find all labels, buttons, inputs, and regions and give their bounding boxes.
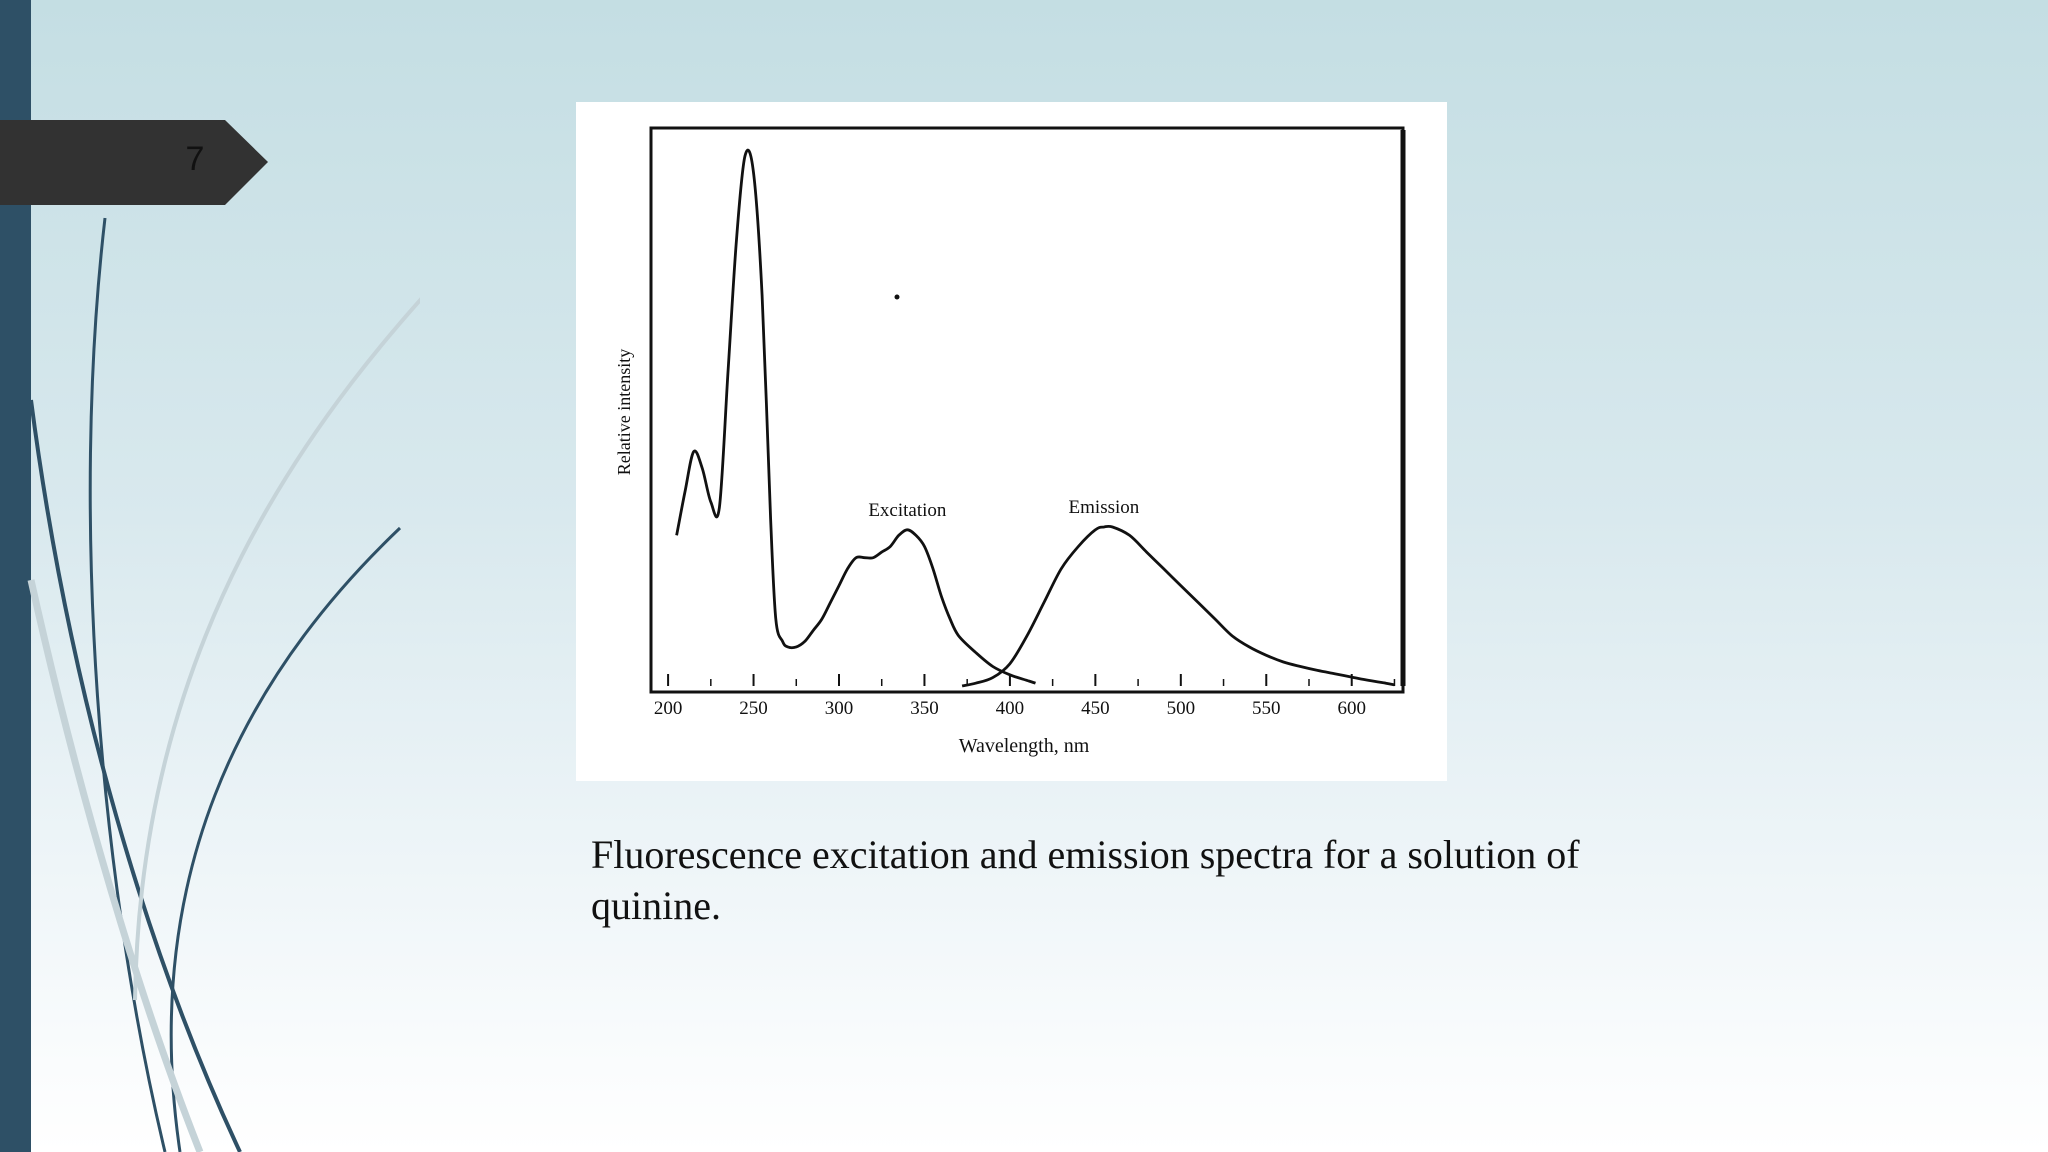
swoosh-light-2 — [27, 579, 204, 1152]
series-line-emission — [961, 524, 1395, 688]
series-line-excitation — [675, 148, 1036, 685]
y-axis-label: Relative intensity — [614, 349, 634, 475]
slide-number-tab: 7 — [0, 120, 270, 205]
series-label-emission: Emission — [1069, 497, 1140, 518]
x-tick-label-400: 400 — [996, 698, 1025, 719]
x-tick-label-250: 250 — [739, 698, 768, 719]
x-tick-label-300: 300 — [825, 698, 854, 719]
series-label-excitation: Excitation — [868, 500, 947, 521]
x-tick-label-550: 550 — [1252, 698, 1281, 719]
slide-number-tab-shape — [0, 120, 268, 205]
swoosh-light-1 — [133, 297, 420, 1001]
x-tick-label-200: 200 — [654, 698, 683, 719]
x-axis-label: Wavelength, nm — [959, 735, 1090, 757]
spectra-chart: 200 250 300 350 400 450 500 550 600 Excitation Em… — [614, 126, 1406, 757]
figure-panel: 200 250 300 350 400 450 500 550 600 Excitation Em… — [576, 102, 1447, 781]
x-tick-label-450: 450 — [1081, 698, 1110, 719]
decorative-swooshes — [27, 217, 420, 1152]
x-axis-ticks — [667, 674, 1396, 686]
slide-caption: Fluorescence excitation and emission spe… — [591, 832, 1580, 928]
swoosh-dark-1 — [88, 217, 167, 1152]
stray-dot — [894, 294, 900, 300]
plot-frame — [649, 126, 1405, 694]
series-labels: Excitation Emission — [868, 497, 1139, 521]
swoosh-dark-2 — [29, 399, 242, 1152]
x-tick-label-500: 500 — [1167, 698, 1196, 719]
slide-number: 7 — [185, 140, 205, 178]
x-tick-label-600: 600 — [1337, 698, 1366, 719]
swoosh-dark-3 — [169, 526, 402, 1152]
x-axis-tick-labels: 200 250 300 350 400 450 500 550 600 — [654, 698, 1366, 719]
series-lines — [675, 148, 1395, 688]
x-tick-label-350: 350 — [910, 698, 939, 719]
